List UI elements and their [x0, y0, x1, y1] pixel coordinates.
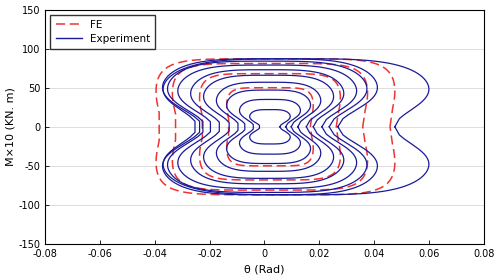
- Y-axis label: M×10 (KN. m): M×10 (KN. m): [6, 87, 16, 166]
- Legend: FE, Experiment: FE, Experiment: [50, 15, 156, 49]
- X-axis label: θ (Rad): θ (Rad): [244, 264, 284, 274]
